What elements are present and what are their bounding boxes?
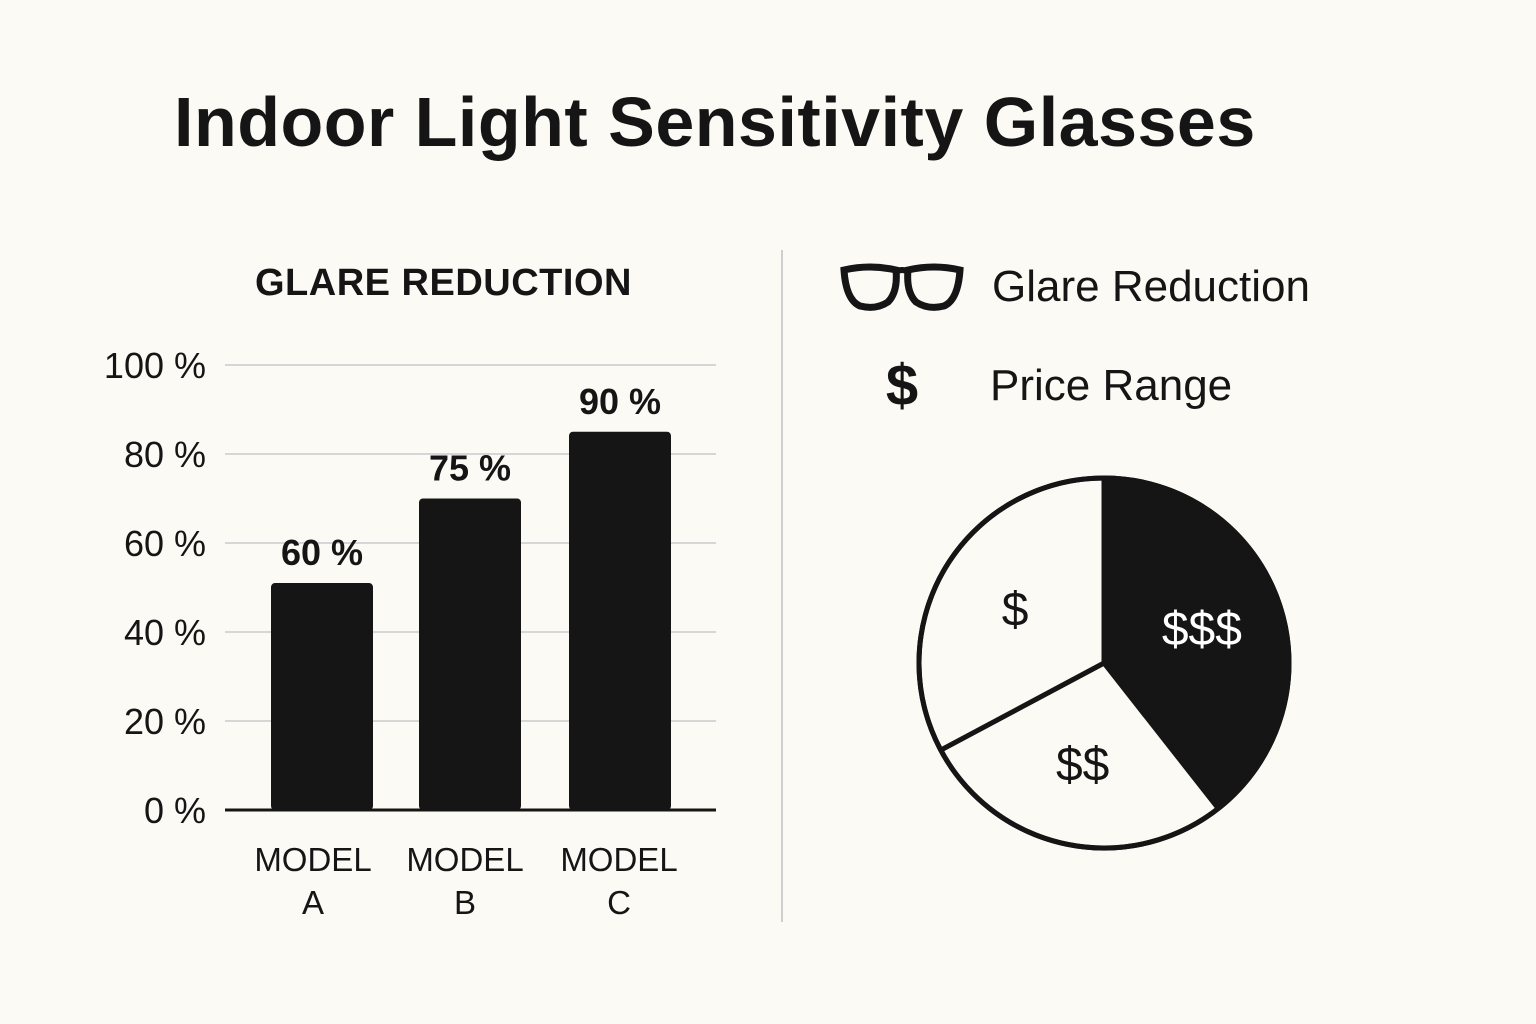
x-tick-label: C [607, 884, 631, 921]
y-tick-label: 40 % [124, 612, 206, 653]
page-title: Indoor Light Sensitivity Glasses [174, 83, 1256, 161]
pie-label: $$$ [1162, 603, 1242, 656]
divider [781, 250, 783, 922]
y-tick-label: 20 % [124, 701, 206, 742]
y-tick-label: 80 % [124, 434, 206, 475]
glasses-icon [840, 262, 964, 312]
legend-item-price: $ Price Range [840, 352, 1232, 419]
bar [569, 431, 671, 810]
x-tick-label: MODEL [254, 841, 371, 878]
legend-label: Glare Reduction [992, 262, 1310, 311]
y-tick-label: 60 % [124, 523, 206, 564]
bar [271, 583, 373, 810]
x-tick-label: A [302, 884, 324, 921]
dollar-icon: $ [885, 353, 919, 418]
pie-label: $$ [1056, 738, 1109, 791]
bar [419, 498, 521, 810]
legend-item-glare: Glare Reduction [840, 262, 1310, 312]
data-label: 60 % [281, 532, 363, 573]
pie-outline [916, 475, 1292, 851]
x-tick-label: MODEL [560, 841, 677, 878]
legend-label: Price Range [990, 360, 1233, 410]
y-tick-label: 100 % [104, 345, 206, 386]
x-tick-label: MODEL [406, 841, 523, 878]
data-label: 90 % [579, 381, 661, 422]
pie-label: $ [1002, 584, 1029, 637]
x-tick-label: B [454, 884, 476, 921]
y-tick-label: 0 % [144, 790, 206, 831]
data-label: 75 % [429, 448, 511, 489]
bar-chart-title: GLARE REDUCTION [255, 262, 632, 304]
